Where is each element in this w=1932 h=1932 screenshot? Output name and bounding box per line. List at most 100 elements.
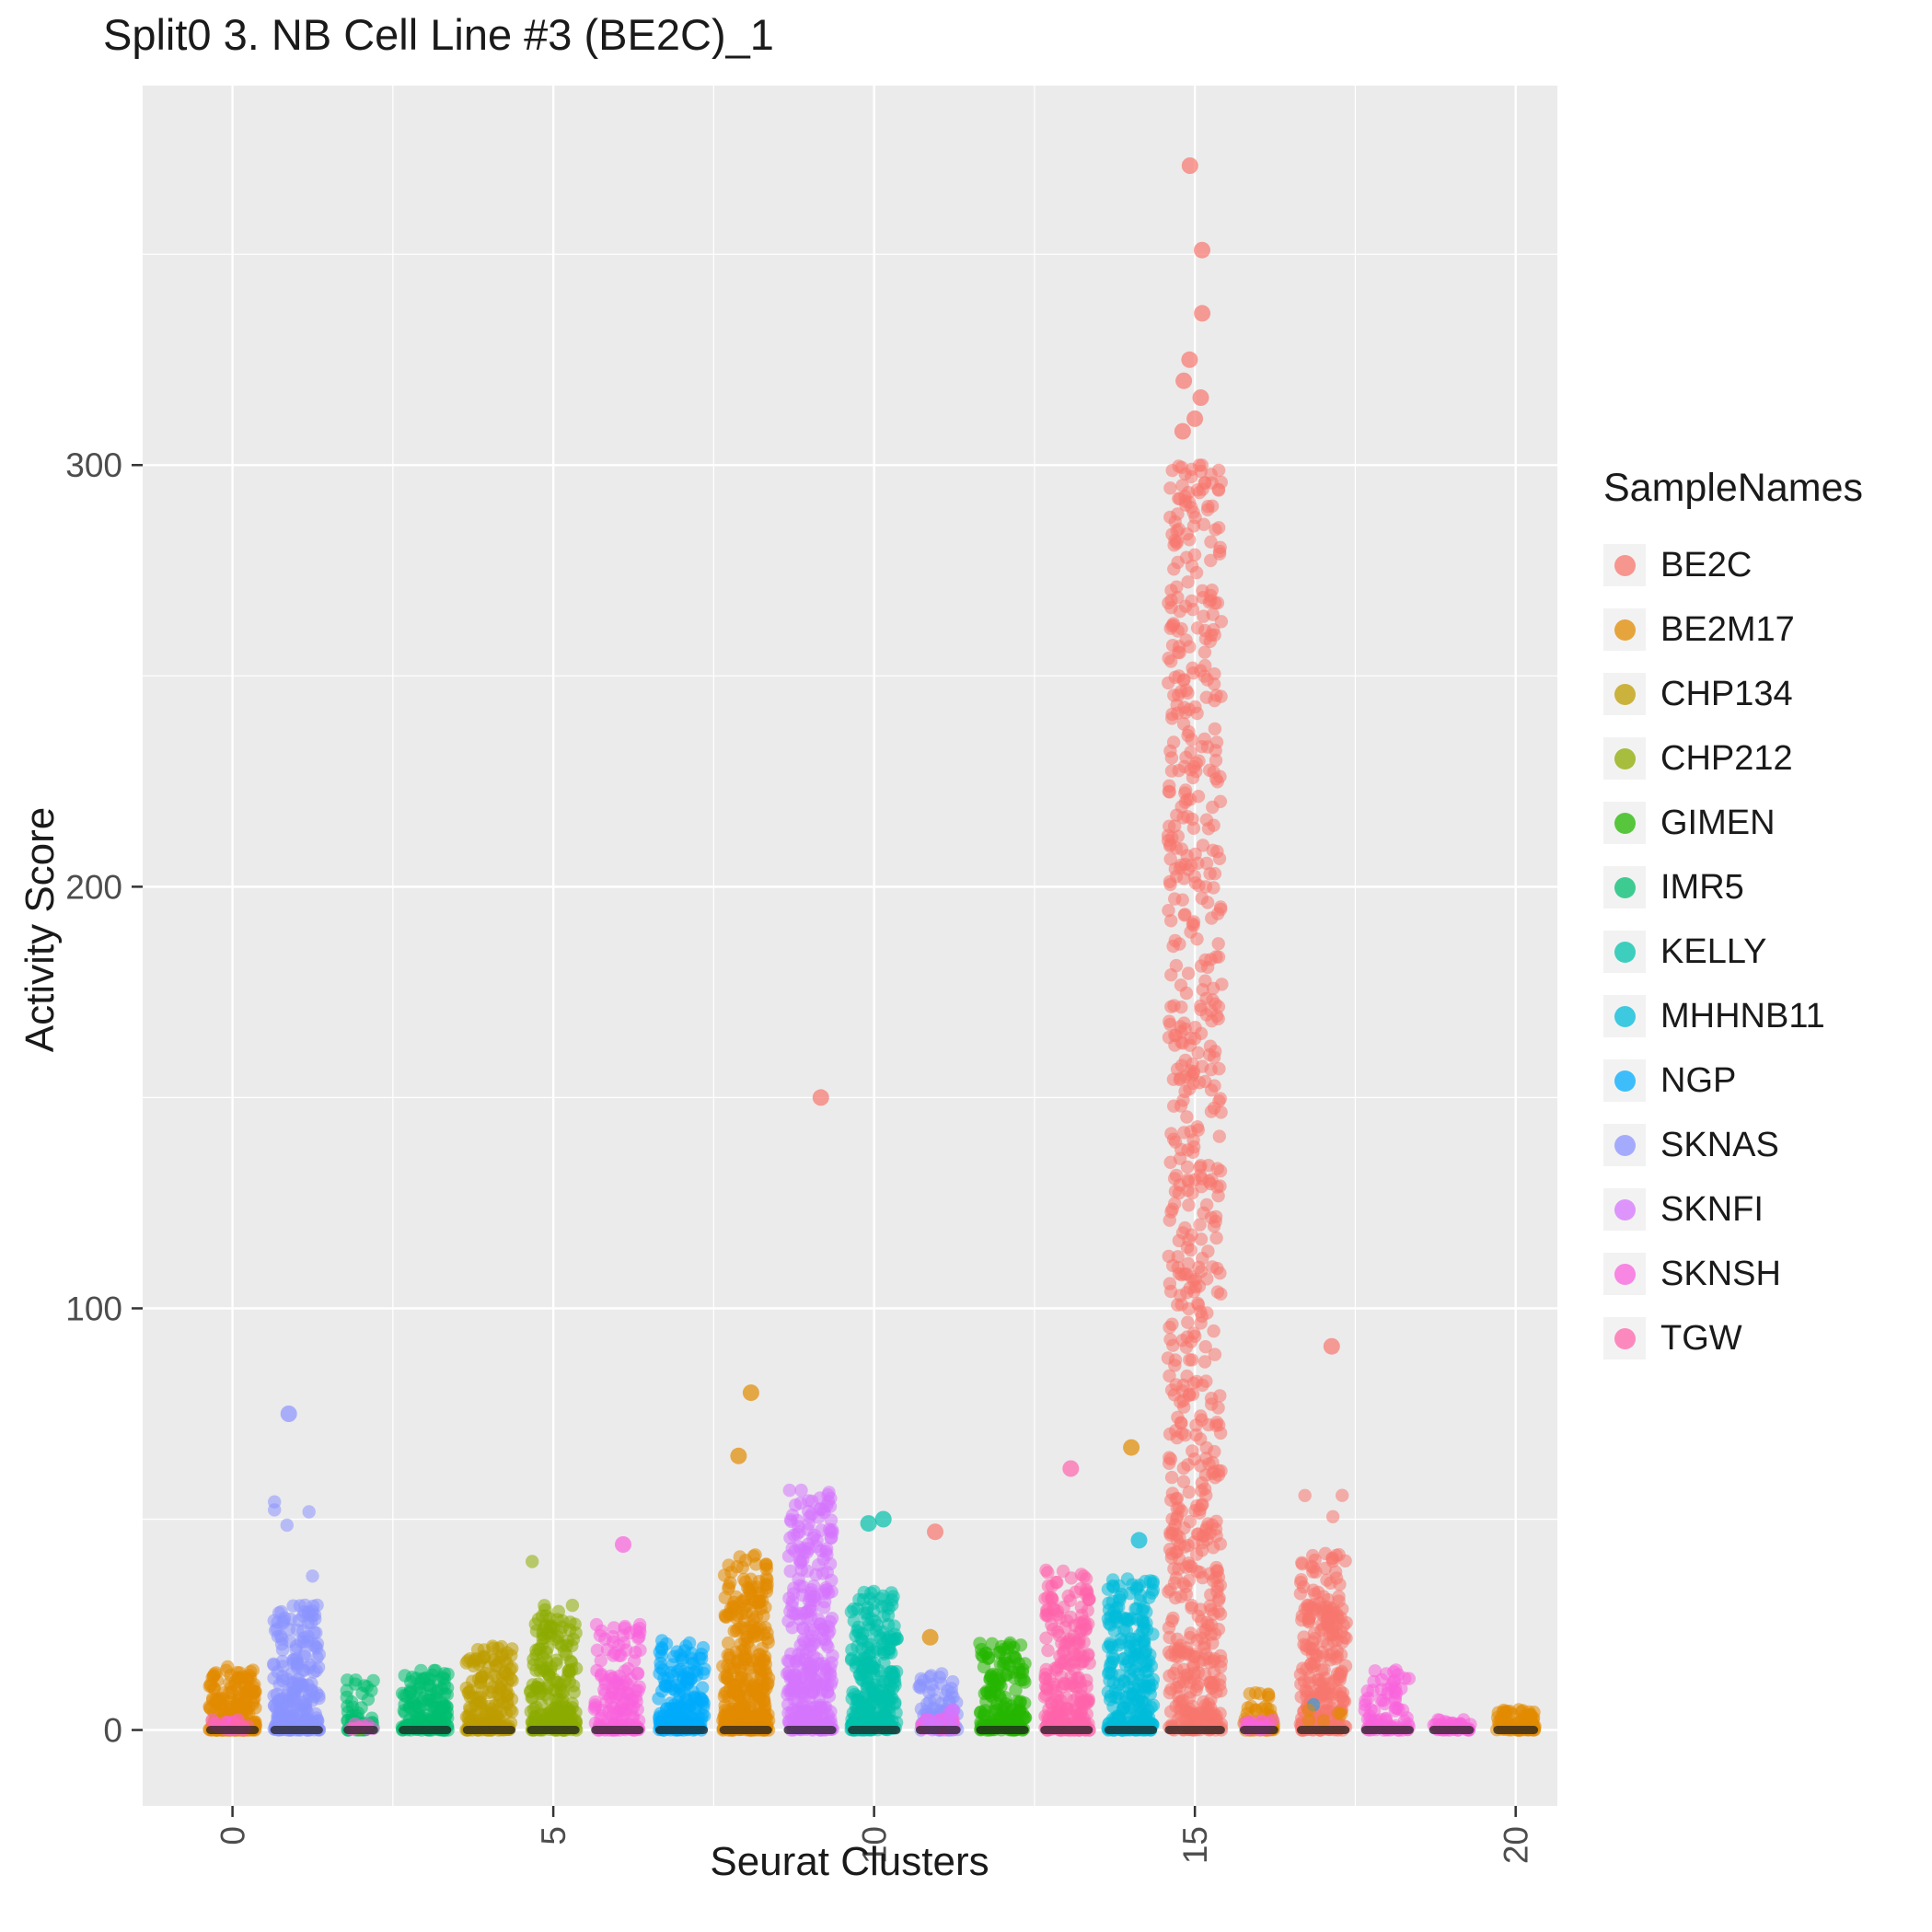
data-point-be2c: [1199, 856, 1214, 871]
data-point-ngp: [696, 1640, 711, 1655]
data-point-tgw: [1059, 1677, 1072, 1691]
sample-color-swatch-icon: [1614, 1005, 1636, 1027]
data-point-ngp: [681, 1672, 695, 1685]
data-point-be2c: [1207, 818, 1221, 832]
data-point-sknas: [941, 1683, 954, 1698]
data-point-tgw: [1039, 1631, 1053, 1645]
data-point-be2m17: [228, 1678, 242, 1692]
sample-color-swatch-icon: [1614, 683, 1636, 705]
data-point-kelly: [860, 1515, 877, 1533]
data-point-be2c: [1188, 876, 1203, 890]
data-point-kelly: [866, 1603, 881, 1618]
data-point-be2c: [1199, 1197, 1214, 1212]
data-point-be2c: [1162, 1585, 1175, 1599]
data-point-sknas: [290, 1623, 305, 1637]
data-point-be2c: [1186, 1186, 1199, 1200]
data-point-be2c: [1184, 746, 1197, 759]
data-point-be2m17: [738, 1591, 752, 1606]
data-point-be2c: [1175, 479, 1189, 492]
data-point-sknas: [301, 1678, 315, 1692]
zero-density-strip: [270, 1726, 323, 1734]
data-point-be2m17: [733, 1550, 746, 1564]
data-point-sknsh: [619, 1643, 633, 1657]
zero-density-strip: [654, 1726, 709, 1734]
data-point-be2c: [1204, 535, 1218, 549]
data-point-imr5: [361, 1693, 376, 1706]
data-point-sknas: [307, 1637, 320, 1652]
data-point-be2c: [1180, 1160, 1195, 1174]
data-point-gimen: [978, 1704, 992, 1718]
data-point-be2c: [1197, 609, 1210, 623]
data-point-be2c: [1181, 157, 1198, 174]
x-tick-label: 15: [1176, 1826, 1214, 1864]
data-point-chp212: [565, 1701, 579, 1715]
data-point-be2c: [1208, 1348, 1222, 1361]
data-point-ngp: [656, 1709, 671, 1723]
data-point-be2c: [1183, 1515, 1197, 1529]
data-point-be2c: [1191, 1123, 1206, 1137]
data-point-chp212: [550, 1653, 563, 1667]
data-point-be2c: [1213, 794, 1228, 808]
data-point-be2c: [1197, 517, 1211, 531]
data-point-be2c: [1192, 1279, 1207, 1293]
data-point-be2c: [1165, 711, 1179, 725]
data-point-be2m17: [203, 1677, 217, 1692]
data-point-be2c: [1210, 1579, 1225, 1594]
data-point-ngp: [654, 1660, 668, 1675]
data-point-be2m17: [726, 1685, 740, 1700]
data-point-sknfi: [802, 1504, 816, 1519]
data-point-imr5: [430, 1701, 444, 1715]
data-point-be2c: [1201, 1244, 1215, 1258]
data-point-sknfi: [782, 1483, 796, 1498]
data-point-mhhnb11: [1123, 1586, 1137, 1601]
data-point-kelly: [885, 1665, 899, 1679]
data-point-be2c: [927, 1523, 943, 1541]
data-point-sknfi: [802, 1517, 816, 1531]
data-point-sknfi: [796, 1644, 810, 1658]
data-point-tgw: [1039, 1688, 1053, 1702]
legend: SampleNames BE2C BE2M17 CHP134 CHP212 GIMEN I…: [1603, 466, 1916, 1371]
data-point-sknsh: [1374, 1683, 1389, 1696]
data-point-be2c: [1297, 1579, 1311, 1594]
data-point-ngp: [680, 1693, 694, 1706]
data-point-sknsh: [1402, 1672, 1417, 1685]
data-point-tgw: [1039, 1563, 1053, 1578]
data-point-kelly: [850, 1624, 864, 1637]
data-point-tgw: [1058, 1645, 1071, 1659]
data-point-mhhnb11: [1105, 1649, 1119, 1663]
legend-label: TGW: [1660, 1318, 1742, 1358]
data-point-be2m17: [760, 1572, 774, 1587]
data-point-be2c: [1213, 1389, 1227, 1403]
data-point-be2c: [1190, 621, 1205, 635]
data-point-be2m17: [757, 1609, 770, 1623]
data-point-sknsh: [615, 1536, 631, 1553]
data-point-be2c: [1163, 1427, 1177, 1441]
data-point-be2c: [1163, 1155, 1177, 1170]
data-point-sknsh: [633, 1643, 647, 1658]
data-point-be2c: [1204, 1693, 1218, 1706]
legend-label: GIMEN: [1660, 803, 1776, 842]
data-point-be2m17: [742, 1712, 756, 1726]
data-point-be2c: [1180, 1369, 1194, 1383]
data-point-be2c: [1308, 1631, 1322, 1646]
data-point-ngp: [667, 1649, 681, 1664]
data-point-chp212: [551, 1604, 565, 1619]
data-point-be2c: [1194, 305, 1211, 322]
data-point-imr5: [441, 1667, 455, 1682]
data-point-mhhnb11: [1106, 1675, 1121, 1690]
data-point-be2c: [1179, 683, 1194, 698]
data-point-imr5: [341, 1706, 355, 1719]
data-point-sknfi: [823, 1499, 838, 1513]
data-point-be2c: [1204, 1210, 1219, 1225]
data-point-chp134: [496, 1695, 510, 1709]
data-point-gimen: [1012, 1662, 1025, 1676]
data-point-chp212: [566, 1679, 581, 1693]
data-point-be2c: [1206, 981, 1221, 996]
data-point-mhhnb11: [1105, 1594, 1120, 1609]
data-point-be2c: [1167, 1172, 1182, 1186]
data-point-be2c: [1178, 1022, 1192, 1036]
data-point-be2m17: [221, 1660, 235, 1674]
data-point-sknsh: [1387, 1665, 1401, 1679]
data-point-be2c: [1194, 1265, 1209, 1278]
data-point-sknfi: [784, 1514, 798, 1529]
